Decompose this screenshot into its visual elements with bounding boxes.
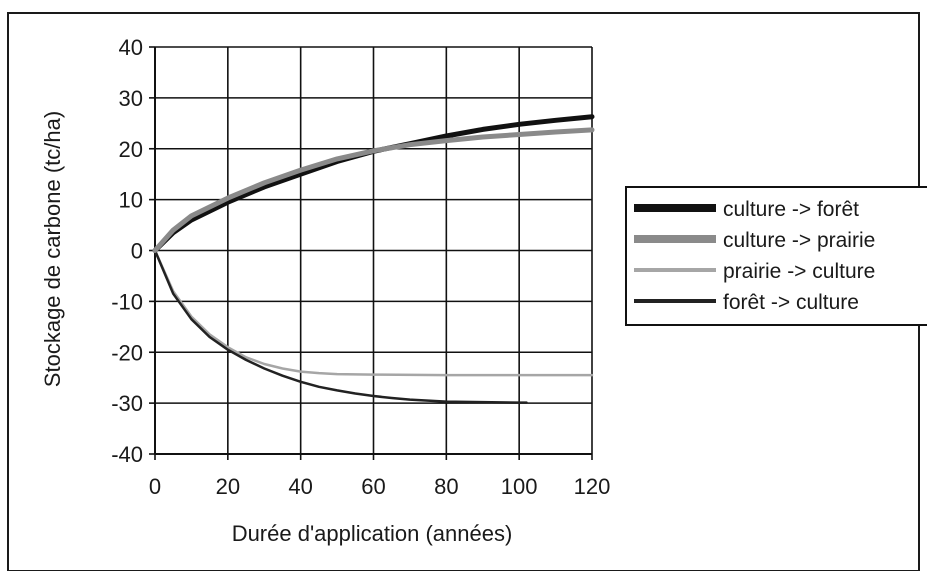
series-line-2 xyxy=(153,249,594,377)
x-tick-label: 20 xyxy=(216,474,240,499)
y-tick-label: 30 xyxy=(119,86,143,111)
x-tick-label: 60 xyxy=(361,474,385,499)
y-tick-label: 20 xyxy=(119,137,143,162)
y-tick-label: 10 xyxy=(119,188,143,213)
x-tick-label: 0 xyxy=(149,474,161,499)
x-tick-label: 120 xyxy=(574,474,611,499)
legend-label-3: forêt -> culture xyxy=(723,291,859,314)
y-tick-label: 40 xyxy=(119,35,143,60)
legend: culture -> forêt culture -> prairie prairi… xyxy=(625,186,927,326)
legend-label-0: culture -> forêt xyxy=(723,198,859,221)
y-tick-label: -30 xyxy=(111,391,143,416)
series-line-3 xyxy=(153,249,528,404)
series-layer xyxy=(152,114,595,404)
x-tick-label: 40 xyxy=(288,474,312,499)
legend-label-1: culture -> prairie xyxy=(723,229,875,252)
legend-label-2: prairie -> culture xyxy=(723,260,875,283)
series-line-1 xyxy=(152,127,595,253)
grid-layer xyxy=(155,46,593,455)
y-tick-label: -20 xyxy=(111,340,143,365)
y-tick-label: -40 xyxy=(111,442,143,467)
y-tick-label: -10 xyxy=(111,289,143,314)
y-axis-label: Stockage de carbone (tc/ha) xyxy=(40,111,65,387)
y-tick-label: 0 xyxy=(131,239,143,264)
x-tick-label: 80 xyxy=(434,474,458,499)
x-axis-label: Durée d'application (années) xyxy=(232,521,513,546)
x-tick-label: 100 xyxy=(501,474,538,499)
